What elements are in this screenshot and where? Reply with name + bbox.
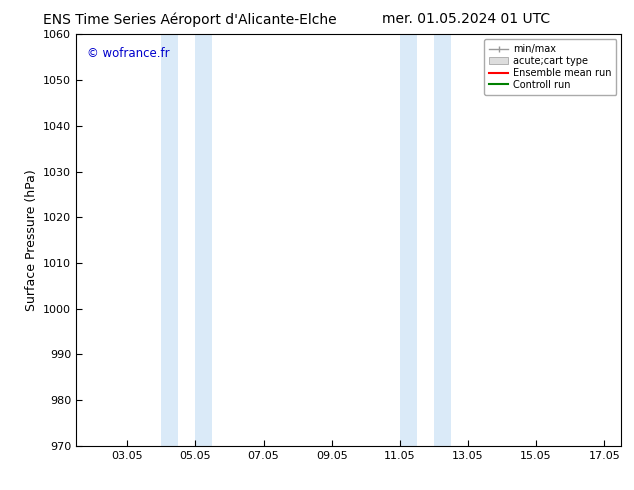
Text: © wofrance.fr: © wofrance.fr <box>87 47 170 60</box>
Text: ENS Time Series Aéroport d'Alicante-Elche: ENS Time Series Aéroport d'Alicante-Elch… <box>43 12 337 27</box>
Bar <box>434 34 451 446</box>
Bar <box>400 34 417 446</box>
Legend: min/max, acute;cart type, Ensemble mean run, Controll run: min/max, acute;cart type, Ensemble mean … <box>484 39 616 95</box>
Bar <box>195 34 212 446</box>
Text: mer. 01.05.2024 01 UTC: mer. 01.05.2024 01 UTC <box>382 12 550 26</box>
Bar <box>161 34 178 446</box>
Y-axis label: Surface Pressure (hPa): Surface Pressure (hPa) <box>25 169 37 311</box>
